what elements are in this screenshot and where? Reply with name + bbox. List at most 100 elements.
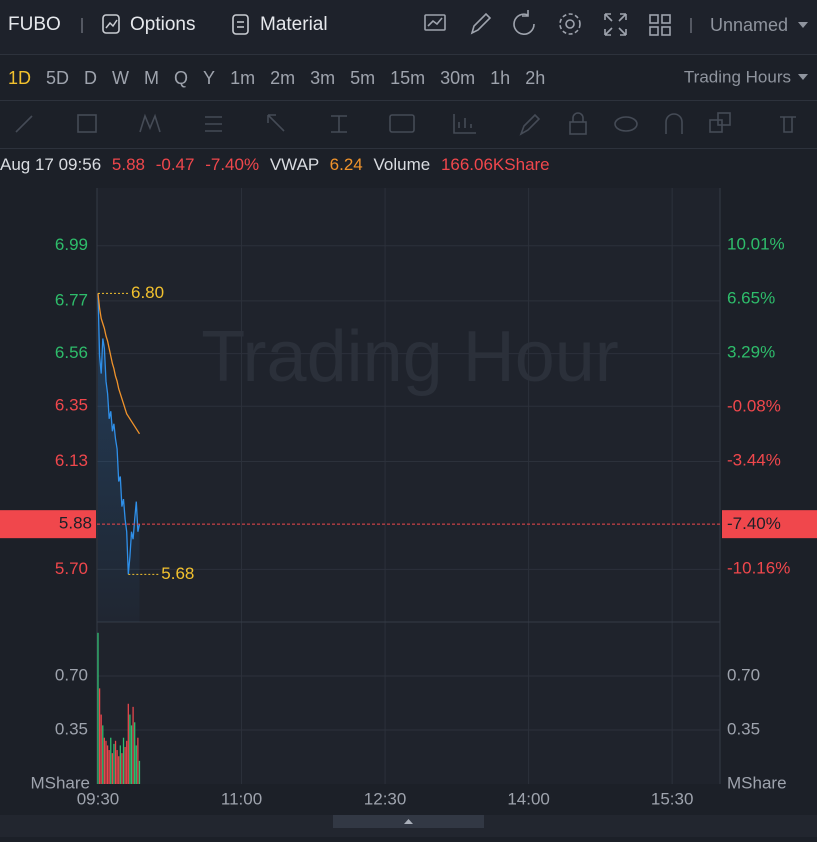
toolbar-icons xyxy=(424,10,671,36)
timeframe-button[interactable]: 1h xyxy=(490,68,510,88)
volume-bar xyxy=(126,740,128,784)
settings-icon xyxy=(559,13,581,35)
watermark: Trading Hour xyxy=(201,317,619,397)
layout-name[interactable]: Unnamed xyxy=(710,15,788,35)
tool-magnet[interactable] xyxy=(665,113,683,134)
fullscreen-icon[interactable] xyxy=(604,13,627,36)
y-tick-label: 6.13 xyxy=(55,451,88,470)
timeframe-button[interactable]: Q xyxy=(174,68,188,88)
tool-pattern[interactable] xyxy=(139,113,161,133)
quote-price: 5.88 xyxy=(112,155,145,174)
timeframe-button[interactable]: M xyxy=(144,68,159,88)
volume-bar xyxy=(124,746,126,784)
settings-icon[interactable] xyxy=(565,19,575,29)
timeframe-button[interactable]: 3m xyxy=(310,68,335,88)
material-icon[interactable] xyxy=(232,14,249,35)
timeframe-button[interactable]: 1D xyxy=(8,68,31,88)
volume-bar xyxy=(106,745,109,784)
timeframe-button[interactable]: 2m xyxy=(270,68,295,88)
timeframe-button[interactable]: D xyxy=(84,68,97,88)
dropdown-arrow xyxy=(798,22,808,28)
timeframe-button[interactable]: W xyxy=(112,68,129,88)
tool-measure[interactable] xyxy=(331,115,347,133)
timeframe-button[interactable]: 1m xyxy=(230,68,255,88)
dropdown-arrow xyxy=(798,74,808,80)
volume-unit: MShare xyxy=(30,773,90,792)
timeframe-button[interactable]: Y xyxy=(203,68,215,88)
quote-line: Aug 17 09:56 5.88 -0.47 -7.40% VWAP 6.24… xyxy=(0,155,550,174)
volume-bar xyxy=(138,760,141,784)
layout-icon xyxy=(661,14,671,24)
layout-icon xyxy=(661,26,671,36)
tool-lock[interactable] xyxy=(569,121,587,135)
tool-position[interactable] xyxy=(453,114,476,134)
volume-bar xyxy=(98,688,101,784)
volume-bar xyxy=(122,737,125,784)
vwap-value: 6.24 xyxy=(330,155,363,174)
volume-tick-label: 0.70 xyxy=(727,665,760,684)
x-tick-label: 14:00 xyxy=(507,789,550,808)
options-icon[interactable] xyxy=(102,14,120,34)
tool-rect[interactable] xyxy=(77,114,97,133)
volume-bar xyxy=(103,737,106,784)
volume-bar xyxy=(132,706,134,784)
volume-bar xyxy=(137,737,139,784)
y2-tick-label: 3.29% xyxy=(727,342,775,361)
timeframe-button[interactable]: 30m xyxy=(440,68,475,88)
volume-bar xyxy=(127,703,129,784)
timeframe-button[interactable]: 2h xyxy=(525,68,545,88)
session-select[interactable]: Trading Hours xyxy=(684,67,791,86)
volume-label: Volume xyxy=(374,155,431,174)
tool-fib[interactable] xyxy=(205,116,222,132)
y-tick-label: 6.56 xyxy=(55,343,88,362)
volume-bar xyxy=(134,722,136,784)
volume-bar xyxy=(108,750,110,784)
volume-bar xyxy=(114,740,117,784)
layout-icon xyxy=(649,26,659,36)
volume-bar xyxy=(121,753,123,784)
volume-bar xyxy=(100,714,102,784)
quote-change: -0.47 xyxy=(156,155,195,174)
timeframe-button[interactable]: 5m xyxy=(350,68,375,88)
last-pct-box xyxy=(722,510,817,539)
timeframe-button[interactable]: 15m xyxy=(390,68,425,88)
volume-bar xyxy=(116,750,118,784)
timeframe-bar: 1D 5D D W M Q Y 1m 2m 3m 5m 15m 30m 1h 2h xyxy=(8,68,545,88)
y2-tick-label: -10.16% xyxy=(727,558,790,577)
volume-bar xyxy=(97,632,99,784)
y-tick-label: 5.70 xyxy=(55,559,88,578)
layout-icon[interactable] xyxy=(649,14,659,24)
material-button[interactable]: Material xyxy=(260,14,328,35)
price-line xyxy=(97,293,141,575)
y2-tick-label: 10.01% xyxy=(727,235,785,254)
timeframe-button[interactable]: 5D xyxy=(46,68,69,88)
tool-pen[interactable] xyxy=(519,113,541,136)
x-tick-label: 09:30 xyxy=(77,789,120,808)
indicator-icon[interactable] xyxy=(424,14,446,31)
tool-note[interactable] xyxy=(389,114,415,133)
volume-bar xyxy=(118,756,120,784)
quote-time: Aug 17 09:56 xyxy=(0,155,101,174)
y2-tick-label: -0.08% xyxy=(727,397,781,416)
options-button[interactable]: Options xyxy=(130,14,195,35)
chart: 09:30 11:00 12:30 14:00 15:30 6.99 6.77 6.56 6.3… xyxy=(0,188,817,808)
tool-line[interactable] xyxy=(15,115,33,133)
volume-bar xyxy=(102,725,104,784)
y2-tick-label: -3.44% xyxy=(727,451,781,470)
volume-bar xyxy=(105,740,107,784)
volume-tick-label: 0.35 xyxy=(55,719,88,738)
symbol[interactable]: FUBO xyxy=(8,14,61,35)
draw-icon[interactable] xyxy=(470,12,492,35)
quote-change-pct: -7.40% xyxy=(205,155,259,174)
tool-delete[interactable] xyxy=(780,116,796,133)
volume-unit: MShare xyxy=(727,773,787,792)
high-label: 6.80 xyxy=(131,283,164,302)
tool-group[interactable] xyxy=(709,119,723,133)
tool-eye[interactable] xyxy=(614,116,638,132)
volume-bar xyxy=(130,725,133,784)
refresh-icon[interactable] xyxy=(513,10,535,35)
indicator-icon xyxy=(427,17,443,27)
tool-arrow[interactable] xyxy=(267,114,285,132)
